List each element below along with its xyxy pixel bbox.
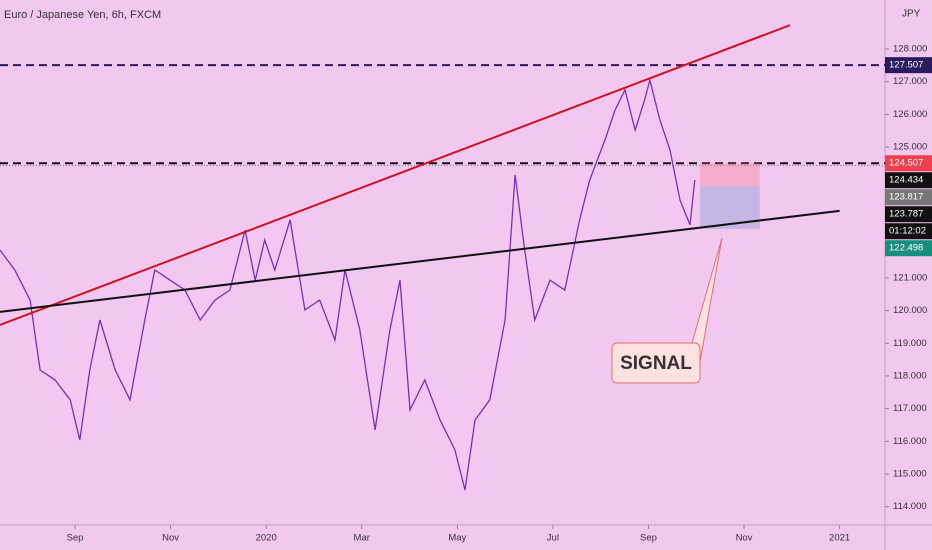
currency-label: JPY xyxy=(902,9,921,20)
y-tick-label: 120.000 xyxy=(893,305,927,316)
price-label: 123.817 xyxy=(889,192,923,203)
price-label-bg xyxy=(885,240,932,257)
price-label: 124.434 xyxy=(889,175,923,186)
price-label-bg xyxy=(885,155,932,172)
price-label: 124.507 xyxy=(889,158,923,169)
y-tick-label: 117.000 xyxy=(893,403,927,414)
x-tick-label: Jul xyxy=(547,533,559,544)
price-line xyxy=(0,77,696,491)
y-tick-label: 118.000 xyxy=(893,370,927,381)
y-tick-label: 125.000 xyxy=(893,142,927,153)
price-label-bg xyxy=(885,57,932,74)
position-risk xyxy=(700,163,760,186)
trend-line xyxy=(0,209,840,313)
chart-title: Euro / Japanese Yen, 6h, FXCM xyxy=(4,9,161,21)
price-label: 127.507 xyxy=(889,60,923,71)
x-tick-label: 2020 xyxy=(256,533,277,544)
y-tick-label: 128.000 xyxy=(893,44,927,55)
x-tick-label: Mar xyxy=(354,533,370,544)
price-label-bg xyxy=(885,206,932,223)
y-tick-label: 126.000 xyxy=(893,109,927,120)
countdown: 01:12:02 xyxy=(889,226,926,237)
x-tick-label: May xyxy=(448,533,466,544)
callout-text: SIGNAL xyxy=(620,353,692,374)
x-tick-label: Sep xyxy=(640,533,657,544)
x-tick-label: Sep xyxy=(67,533,84,544)
callout-pointer xyxy=(689,237,723,363)
callout-box xyxy=(611,342,701,384)
y-tick-label: 115.000 xyxy=(893,469,927,480)
y-tick-label: 127.000 xyxy=(893,76,927,87)
y-tick-label: 116.000 xyxy=(893,436,927,447)
price-label-bg xyxy=(885,189,932,206)
y-tick-label: 121.000 xyxy=(893,272,927,283)
price-label: 122.498 xyxy=(889,243,923,254)
trend-line xyxy=(0,24,791,326)
countdown-bg xyxy=(885,223,932,240)
x-tick-label: Nov xyxy=(162,533,179,544)
price-label-bg xyxy=(885,172,932,189)
y-tick-label: 119.000 xyxy=(893,338,927,349)
x-tick-label: Nov xyxy=(736,533,753,544)
price-label: 123.787 xyxy=(889,209,923,220)
y-tick-label: 114.000 xyxy=(893,501,927,512)
x-tick-label: 2021 xyxy=(829,533,850,544)
